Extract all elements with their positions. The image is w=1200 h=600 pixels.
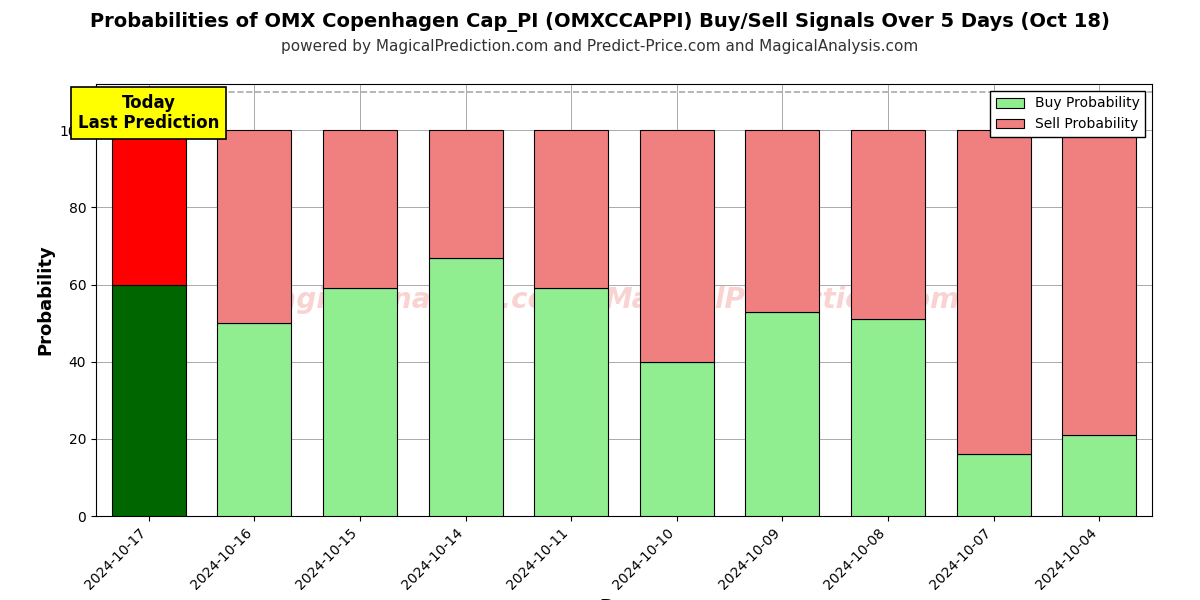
- Bar: [323, 130, 397, 289]
- Bar: [851, 130, 925, 319]
- Bar: [745, 311, 820, 516]
- Text: MagicalAnalysis.com: MagicalAnalysis.com: [250, 286, 576, 314]
- Bar: [217, 323, 292, 516]
- Legend: Buy Probability, Sell Probability: Buy Probability, Sell Probability: [990, 91, 1145, 137]
- Bar: [112, 284, 186, 516]
- Bar: [956, 130, 1031, 454]
- Bar: [1062, 435, 1136, 516]
- Bar: [112, 130, 186, 284]
- Bar: [956, 454, 1031, 516]
- Bar: [428, 257, 503, 516]
- Bar: [534, 130, 608, 289]
- Y-axis label: Probability: Probability: [36, 245, 54, 355]
- Bar: [851, 319, 925, 516]
- Bar: [534, 289, 608, 516]
- Text: Probabilities of OMX Copenhagen Cap_PI (OMXCCAPPI) Buy/Sell Signals Over 5 Days : Probabilities of OMX Copenhagen Cap_PI (…: [90, 12, 1110, 32]
- Bar: [640, 130, 714, 362]
- Bar: [217, 130, 292, 323]
- Bar: [640, 362, 714, 516]
- Bar: [1062, 130, 1136, 435]
- Text: powered by MagicalPrediction.com and Predict-Price.com and MagicalAnalysis.com: powered by MagicalPrediction.com and Pre…: [281, 39, 919, 54]
- Text: MagicalPrediction.com: MagicalPrediction.com: [605, 286, 960, 314]
- Bar: [323, 289, 397, 516]
- Bar: [428, 130, 503, 257]
- Text: Today
Last Prediction: Today Last Prediction: [78, 94, 220, 133]
- X-axis label: Days: Days: [600, 598, 648, 600]
- Bar: [745, 130, 820, 311]
